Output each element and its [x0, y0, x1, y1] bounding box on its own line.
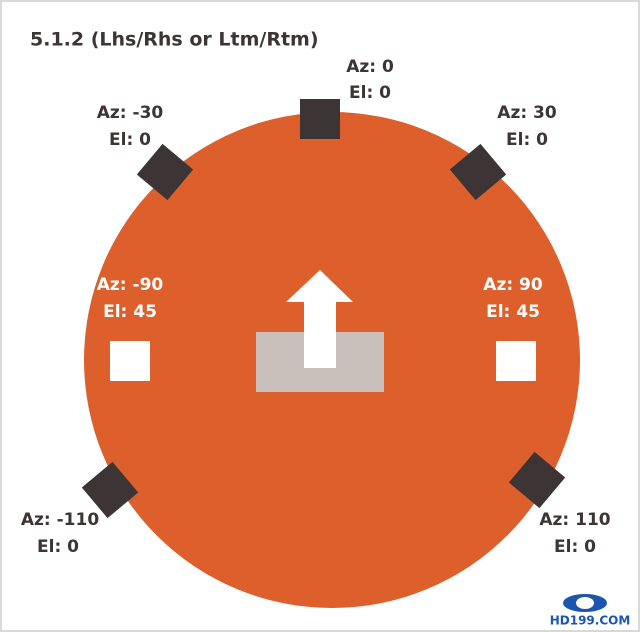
speaker-elevation: El: 0: [506, 130, 548, 150]
speaker-elevation: El: 45: [103, 302, 157, 322]
speaker-azimuth: Az: 30: [497, 103, 557, 123]
speaker-azimuth: Az: 0: [346, 57, 394, 77]
speaker-elevation: El: 0: [37, 537, 79, 557]
speaker-azimuth: Az: 90: [483, 275, 543, 295]
speaker-elevation: El: 0: [554, 537, 596, 557]
speaker: [508, 451, 566, 509]
speaker: [136, 143, 194, 201]
watermark-logo: [576, 597, 594, 609]
speaker-azimuth: Az: -110: [21, 510, 99, 530]
speaker-azimuth: Az: -30: [97, 103, 164, 123]
speaker: [81, 461, 139, 519]
title: 5.1.2 (Lhs/Rhs or Ltm/Rtm): [30, 29, 319, 51]
speaker: [496, 341, 536, 381]
speaker: [110, 341, 150, 381]
speaker-azimuth: Az: -90: [97, 275, 164, 295]
speaker-azimuth: Az: 110: [539, 510, 610, 530]
speaker: [449, 143, 507, 201]
speaker-elevation: El: 0: [349, 83, 391, 103]
front-arrow: [286, 270, 353, 368]
speaker: [300, 99, 340, 139]
speaker-elevation: El: 0: [109, 130, 151, 150]
watermark: HD199.COM: [550, 614, 631, 628]
speaker-elevation: El: 45: [486, 302, 540, 322]
